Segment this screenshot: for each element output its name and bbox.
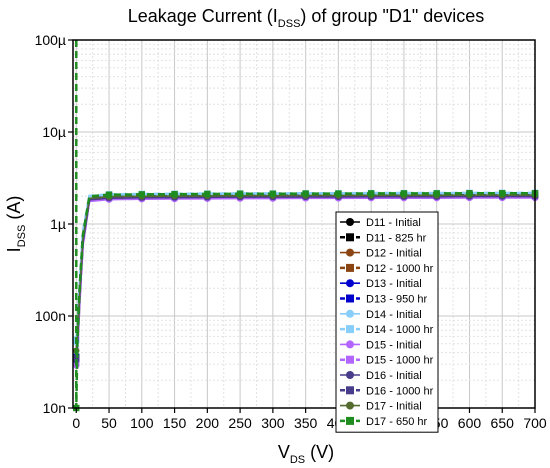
legend-label: D11 - 825 hr: [366, 232, 427, 244]
y-tick-label: 1µ: [50, 216, 66, 232]
legend-item: D17 - 650 hr: [340, 416, 427, 428]
data-point: [302, 190, 309, 197]
legend-item: D12 - Initial: [340, 248, 422, 260]
legend-label: D11 - Initial: [366, 217, 421, 229]
x-axis-label-sub: DS: [290, 454, 305, 466]
x-tick-label: 650: [491, 415, 515, 431]
legend-item: D13 - 950 hr: [340, 294, 427, 306]
legend-marker: [346, 218, 354, 226]
legend-item: D14 - Initial: [340, 309, 422, 321]
legend-label: D12 - 1000 hr: [366, 263, 434, 275]
y-tick-label: 100µ: [35, 32, 66, 48]
legend-item: D16 - 1000 hr: [340, 385, 434, 397]
y-tick-label: 10µ: [42, 124, 66, 140]
data-point: [400, 190, 408, 197]
data-point: [466, 190, 473, 197]
x-tick-label: 700: [523, 415, 547, 431]
data-point: [171, 190, 178, 198]
x-tick-label: 600: [458, 415, 482, 431]
data-point: [499, 190, 506, 197]
legend-marker: [346, 325, 354, 334]
series-14: [73, 40, 539, 412]
legend-marker: [346, 371, 354, 379]
legend-item: D11 - 825 hr: [340, 232, 427, 244]
x-tick-label: 100: [130, 415, 154, 431]
legend-box: [335, 211, 439, 433]
legend-label: D12 - Initial: [366, 248, 422, 260]
x-tick-label: 200: [196, 415, 220, 431]
legend-marker: [346, 386, 354, 395]
y-tick-label: 10n: [43, 400, 66, 416]
data-point: [335, 190, 342, 197]
x-tick-label: 350: [294, 415, 318, 431]
chart-title-sub: DSS: [278, 18, 301, 30]
legend-marker: [346, 233, 354, 242]
legend-item: D14 - 1000 hr: [340, 324, 434, 336]
legend-item: D13 - Initial: [340, 278, 422, 290]
legend-item: D15 - Initial: [340, 339, 422, 351]
legend-item: D12 - 1000 hr: [340, 263, 434, 275]
axis-ticks: 0501001502002503003504004505005506006507…: [35, 32, 547, 431]
legend-marker: [346, 279, 354, 288]
y-axis-label: IDSS (A): [4, 196, 28, 253]
legend-marker: [346, 401, 354, 410]
legend-label: D17 - Initial: [366, 401, 422, 413]
legend-marker: [346, 416, 354, 425]
y-axis-label-sub: DSS: [16, 225, 28, 248]
legend-marker: [346, 248, 354, 257]
x-tick-label: 250: [228, 415, 252, 431]
legend-label: D14 - Initial: [366, 309, 422, 321]
legend-label: D15 - 1000 hr: [366, 355, 434, 367]
x-tick-label: 0: [72, 415, 80, 431]
legend-marker: [346, 340, 354, 349]
legend-label: D16 - 1000 hr: [366, 385, 434, 397]
legend-item: D11 - Initial: [340, 217, 421, 229]
legend-item: D15 - 1000 hr: [340, 355, 434, 367]
data-point: [105, 191, 113, 198]
data-point: [433, 190, 440, 197]
x-axis-label: VDS (V): [278, 442, 334, 466]
legend-marker: [346, 309, 354, 318]
legend-marker: [346, 263, 354, 272]
legend-label: D17 - 650 hr: [366, 416, 427, 428]
legend-label: D14 - 1000 hr: [366, 324, 434, 336]
legend-label: D15 - Initial: [366, 339, 422, 351]
grid: [73, 40, 536, 408]
legend-label: D13 - Initial: [366, 278, 422, 290]
x-tick-label: 300: [261, 415, 285, 431]
data-point: [138, 191, 146, 198]
legend-label: D13 - 950 hr: [366, 294, 427, 306]
legend-item: D16 - Initial: [340, 370, 422, 382]
legend-marker: [346, 355, 354, 364]
chart-title: Leakage Current (IDSS) of group "D1" dev…: [128, 6, 485, 30]
data-point: [367, 190, 375, 197]
y-tick-label: 100n: [35, 308, 66, 324]
x-tick-label: 150: [163, 415, 187, 431]
data-point: [236, 190, 244, 197]
data-point: [204, 190, 211, 198]
legend-item: D17 - Initial: [340, 401, 422, 413]
x-tick-label: 50: [101, 415, 117, 431]
legend-label: D16 - Initial: [366, 370, 422, 382]
data-point: [269, 190, 277, 197]
legend: D11 - Initial D11 - 825 hr D12 - Initial D1…: [335, 211, 439, 433]
legend-marker: [346, 294, 354, 303]
